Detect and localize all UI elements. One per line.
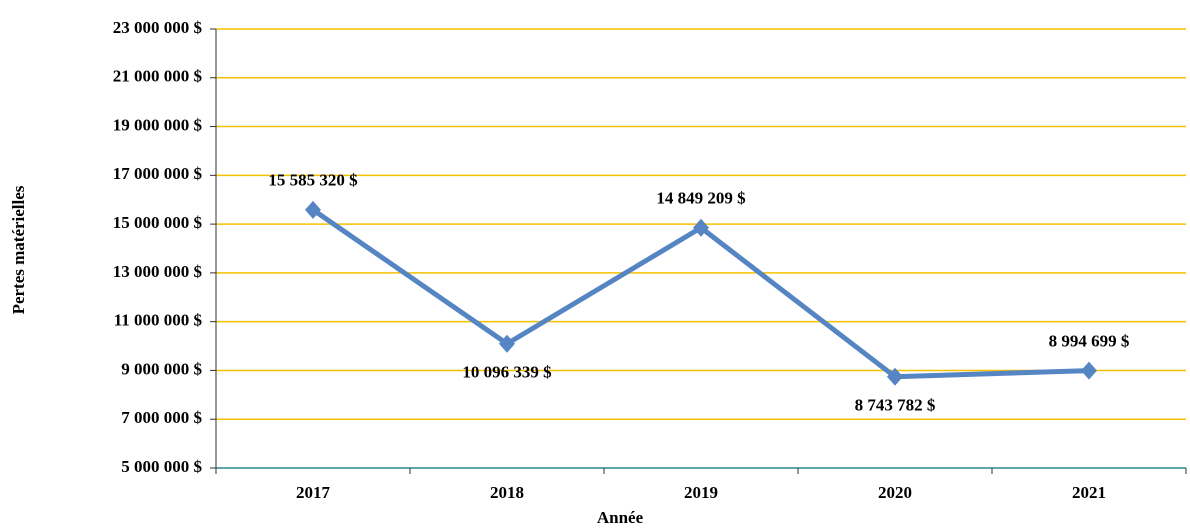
- marker: [499, 334, 515, 353]
- marker: [693, 218, 709, 237]
- data-label: 14 849 209 $: [656, 189, 746, 208]
- x-tick-label: 2019: [684, 483, 718, 502]
- y-tick-label: 11 000 000 $: [114, 311, 203, 330]
- y-axis-label: Pertes matérielles: [9, 185, 28, 314]
- y-tick-label: 5 000 000 $: [121, 457, 202, 476]
- y-tick-label: 13 000 000 $: [113, 262, 203, 281]
- data-label: 15 585 320 $: [268, 171, 358, 190]
- data-label: 8 743 782 $: [855, 396, 936, 415]
- y-tick-label: 9 000 000 $: [121, 359, 202, 378]
- y-tick-label: 21 000 000 $: [113, 67, 203, 86]
- marker: [1081, 361, 1097, 380]
- y-tick-label: 23 000 000 $: [113, 18, 203, 37]
- y-tick-label: 17 000 000 $: [113, 164, 203, 183]
- x-tick-label: 2017: [296, 483, 331, 502]
- x-tick-label: 2020: [878, 483, 912, 502]
- marker: [305, 200, 321, 219]
- y-tick-label: 19 000 000 $: [113, 115, 203, 134]
- y-tick-label: 7 000 000 $: [121, 408, 202, 427]
- x-axis-label: Année: [597, 508, 644, 527]
- x-tick-label: 2018: [490, 483, 524, 502]
- y-tick-label: 15 000 000 $: [113, 213, 203, 232]
- x-tick-label: 2021: [1072, 483, 1106, 502]
- data-label: 8 994 699 $: [1049, 331, 1130, 350]
- data-label: 10 096 339 $: [462, 363, 552, 382]
- marker: [887, 367, 903, 386]
